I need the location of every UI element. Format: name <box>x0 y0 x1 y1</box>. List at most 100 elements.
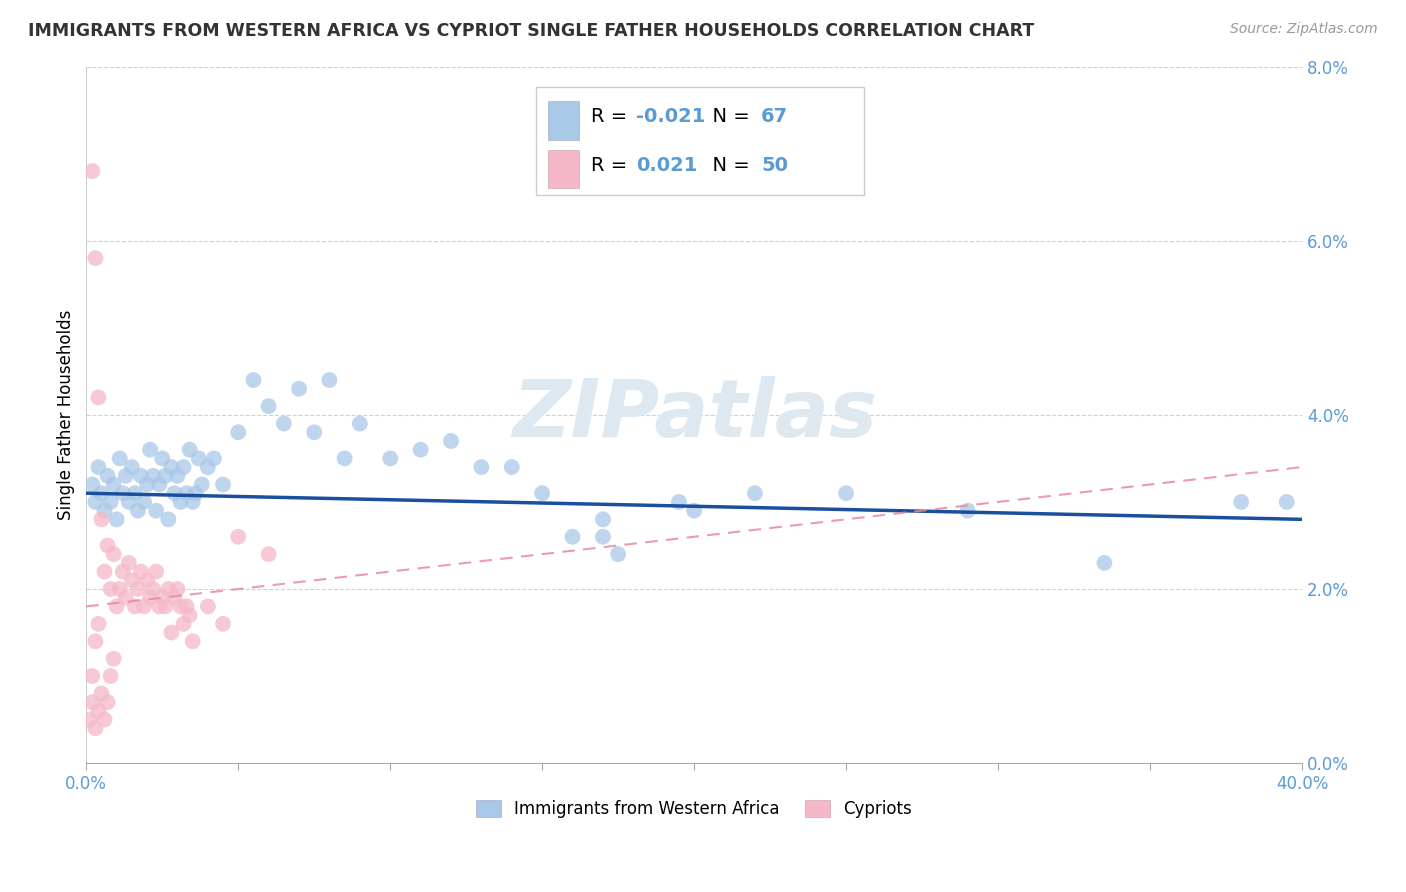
Point <box>288 382 311 396</box>
Point <box>129 565 152 579</box>
Point <box>139 442 162 457</box>
Point <box>148 599 170 614</box>
Point <box>124 599 146 614</box>
Point <box>744 486 766 500</box>
Point <box>97 468 120 483</box>
Point <box>226 530 249 544</box>
Point <box>105 512 128 526</box>
Text: IMMIGRANTS FROM WESTERN AFRICA VS CYPRIOT SINGLE FATHER HOUSEHOLDS CORRELATION C: IMMIGRANTS FROM WESTERN AFRICA VS CYPRIO… <box>28 22 1035 40</box>
Point <box>118 495 141 509</box>
Point <box>82 669 104 683</box>
Point <box>150 451 173 466</box>
Point <box>683 503 706 517</box>
Point <box>257 399 280 413</box>
Point <box>179 442 201 457</box>
Text: ZIPatlas: ZIPatlas <box>512 376 876 454</box>
Text: 67: 67 <box>761 107 789 127</box>
Point <box>103 651 125 665</box>
Point <box>169 495 191 509</box>
Point <box>103 547 125 561</box>
Point <box>179 608 201 623</box>
Point <box>148 477 170 491</box>
Point <box>956 503 979 517</box>
Y-axis label: Single Father Households: Single Father Households <box>58 310 75 520</box>
Point <box>592 512 614 526</box>
Point <box>181 495 204 509</box>
Point <box>145 503 167 517</box>
Point <box>157 582 180 596</box>
Point <box>84 251 107 265</box>
Point <box>84 495 107 509</box>
Text: 50: 50 <box>761 156 787 175</box>
Legend: Immigrants from Western Africa, Cypriots: Immigrants from Western Africa, Cypriots <box>470 793 918 824</box>
Point <box>163 486 186 500</box>
Point <box>82 695 104 709</box>
Point <box>160 460 183 475</box>
FancyBboxPatch shape <box>548 150 579 188</box>
Point <box>501 460 523 475</box>
Point <box>333 451 356 466</box>
Text: -0.021: -0.021 <box>636 107 706 127</box>
Text: Source: ZipAtlas.com: Source: ZipAtlas.com <box>1230 22 1378 37</box>
Point <box>169 599 191 614</box>
Point <box>607 547 630 561</box>
Point <box>176 599 198 614</box>
Point <box>93 503 115 517</box>
Point <box>302 425 325 440</box>
Point <box>212 616 235 631</box>
Point <box>87 460 110 475</box>
Point <box>142 582 165 596</box>
Point <box>197 460 219 475</box>
Point <box>127 503 149 517</box>
Point <box>136 574 159 588</box>
Point <box>155 599 177 614</box>
Point <box>90 512 112 526</box>
Point <box>132 495 155 509</box>
Point <box>129 468 152 483</box>
Point <box>132 599 155 614</box>
Point <box>150 591 173 605</box>
Text: 0.021: 0.021 <box>636 156 697 175</box>
Point <box>97 539 120 553</box>
Point <box>82 477 104 491</box>
Point <box>103 477 125 491</box>
Point <box>184 486 207 500</box>
Point <box>440 434 463 448</box>
Point <box>114 591 136 605</box>
Point <box>163 591 186 605</box>
Point <box>176 486 198 500</box>
Point <box>142 468 165 483</box>
Point <box>349 417 371 431</box>
Point <box>166 582 188 596</box>
Point <box>108 451 131 466</box>
Point <box>87 616 110 631</box>
Point <box>181 634 204 648</box>
Point <box>108 582 131 596</box>
Point <box>212 477 235 491</box>
Point <box>90 686 112 700</box>
Point <box>1275 495 1298 509</box>
Point <box>84 721 107 735</box>
Point <box>79 713 101 727</box>
Text: N =: N = <box>700 156 756 175</box>
Point <box>87 391 110 405</box>
Point <box>157 512 180 526</box>
Point <box>380 451 402 466</box>
Point <box>668 495 690 509</box>
Point <box>124 486 146 500</box>
Point <box>121 460 143 475</box>
Point <box>561 530 583 544</box>
Point <box>111 565 134 579</box>
Point <box>145 565 167 579</box>
Point <box>121 574 143 588</box>
Point <box>93 565 115 579</box>
Point <box>100 669 122 683</box>
Point <box>111 486 134 500</box>
Point <box>114 468 136 483</box>
Point <box>127 582 149 596</box>
Point <box>160 625 183 640</box>
Point <box>87 704 110 718</box>
Text: N =: N = <box>700 107 756 127</box>
Point <box>136 477 159 491</box>
Point <box>118 556 141 570</box>
